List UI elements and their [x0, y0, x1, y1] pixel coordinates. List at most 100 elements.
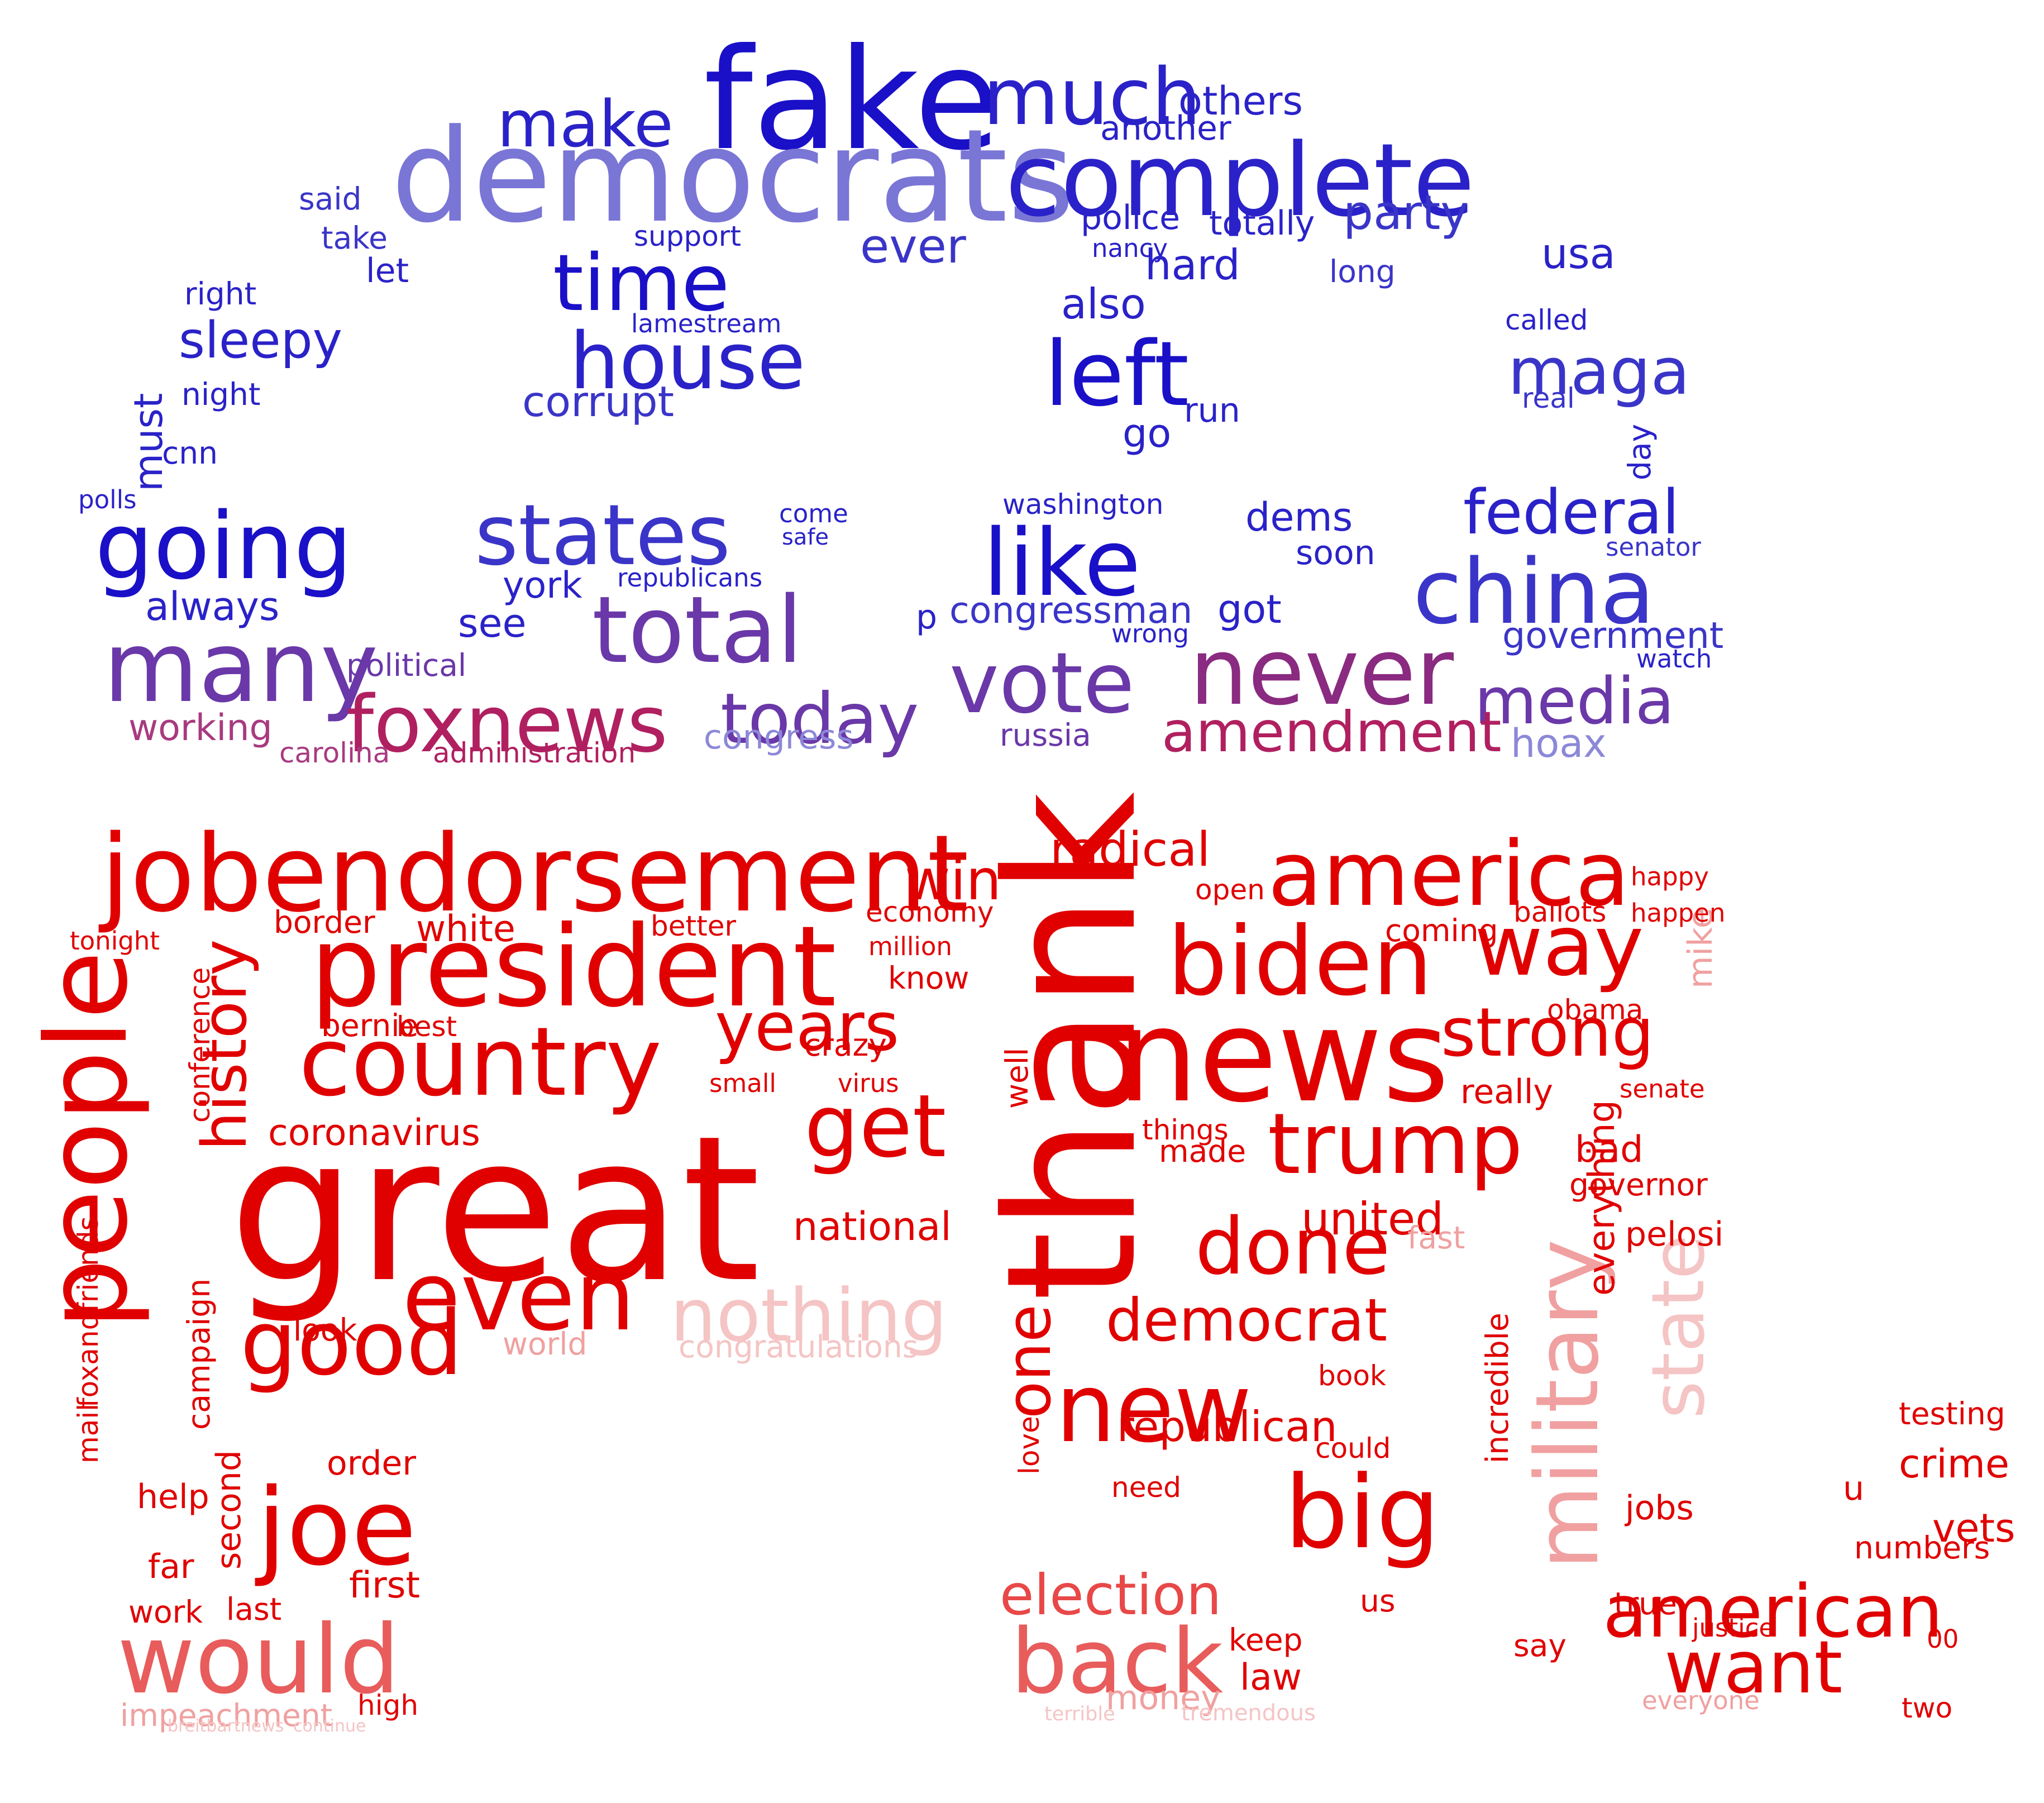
- word-145: mike: [1681, 908, 1720, 989]
- word-156: happen: [1631, 898, 1725, 928]
- word-62: night: [182, 376, 260, 412]
- word-28: media: [1474, 664, 1674, 739]
- word-130: impeachment: [120, 1697, 332, 1733]
- word-174: justice: [1692, 1613, 1774, 1643]
- word-100: would: [117, 1605, 400, 1715]
- word-152: true: [1614, 1586, 1677, 1621]
- word-4: make: [497, 87, 674, 162]
- word-159: love: [1013, 1416, 1045, 1475]
- word-79: biden: [1167, 907, 1432, 1017]
- word-50: support: [634, 220, 741, 252]
- word-17: usa: [1541, 229, 1616, 278]
- word-165: foxandfriends: [72, 1216, 104, 1408]
- word-41: government: [1502, 615, 1723, 657]
- word-47: carolina: [279, 737, 390, 769]
- word-33: must: [126, 393, 171, 492]
- word-102: want: [1664, 1625, 1842, 1710]
- word-119: numbers: [1854, 1530, 1990, 1566]
- word-7: left: [1044, 322, 1189, 426]
- word-21: like: [983, 509, 1141, 617]
- word-8: maga: [1508, 335, 1690, 409]
- word-136: obama: [1547, 994, 1643, 1026]
- word-94: democrat: [1106, 1286, 1387, 1354]
- word-92: nothing: [670, 1273, 947, 1358]
- word-120: testing: [1899, 1396, 2005, 1432]
- word-25: many: [103, 611, 378, 724]
- word-103: american: [1603, 1569, 1943, 1654]
- word-3: much: [983, 52, 1201, 143]
- word-105: coronavirus: [268, 1112, 480, 1154]
- word-16: also: [1061, 279, 1146, 328]
- word-134: us: [1360, 1583, 1396, 1619]
- word-144: made: [1159, 1133, 1246, 1169]
- word-10: others: [1178, 78, 1303, 124]
- word-142: know: [888, 960, 969, 996]
- word-85: win: [905, 847, 1001, 913]
- word-59: take: [321, 220, 388, 256]
- word-171: million: [868, 932, 952, 961]
- word-141: better: [651, 910, 736, 942]
- word-51: washington: [1002, 488, 1163, 521]
- word-99: joe: [255, 1466, 417, 1589]
- word-117: vets: [1932, 1505, 2015, 1551]
- word-14: ever: [860, 219, 966, 274]
- word-106: white: [416, 908, 515, 950]
- word-38: got: [1217, 586, 1282, 632]
- word-108: bernie: [321, 1008, 418, 1043]
- word-52: republicans: [617, 563, 762, 593]
- word-32: corrupt: [522, 377, 674, 426]
- word-149: fast: [1407, 1220, 1465, 1256]
- word-116: crime: [1899, 1441, 2009, 1487]
- word-68: watch: [1636, 644, 1712, 674]
- word-129: campaign: [181, 1279, 217, 1430]
- word-123: second: [209, 1450, 249, 1570]
- word-98: state: [1636, 1235, 1721, 1419]
- word-64: polls: [78, 485, 137, 514]
- word-74: great: [229, 1093, 761, 1327]
- word-146: tonight: [70, 926, 160, 956]
- word-107: border: [274, 904, 375, 940]
- word-9: party: [1343, 185, 1469, 241]
- word-132: keep: [1229, 1622, 1302, 1658]
- word-148: everything: [1581, 1100, 1623, 1296]
- word-88: radical: [1050, 822, 1210, 877]
- word-77: country: [299, 1007, 662, 1118]
- word-170: open: [1195, 874, 1265, 906]
- word-140: economy: [866, 896, 994, 928]
- word-83: strong: [1441, 994, 1654, 1072]
- word-19: going: [95, 493, 352, 600]
- word-29: foxnews: [346, 679, 668, 770]
- word-164: mail: [72, 1404, 104, 1463]
- word-169: coming: [1385, 913, 1498, 948]
- word-125: far: [148, 1547, 194, 1586]
- word-91: good: [240, 1291, 463, 1395]
- word-96: big: [1284, 1454, 1440, 1571]
- word-157: could: [1315, 1432, 1391, 1465]
- word-82: way: [1474, 898, 1644, 995]
- word-122: order: [327, 1444, 416, 1483]
- word-133: law: [1240, 1657, 1302, 1699]
- word-176: tremendous: [1181, 1700, 1316, 1726]
- word-69: p: [916, 598, 937, 637]
- word-45: congress: [704, 718, 854, 757]
- word-161: need: [1111, 1471, 1181, 1504]
- word-153: 00: [1927, 1624, 1959, 1654]
- word-104: election: [1000, 1562, 1221, 1628]
- word-0: fake: [704, 18, 1000, 181]
- word-18: sleepy: [179, 311, 342, 370]
- word-151: say: [1513, 1628, 1567, 1663]
- word-42: working: [128, 707, 273, 749]
- word-109: best: [397, 1010, 457, 1043]
- word-37: congressman: [949, 590, 1192, 632]
- word-48: hoax: [1511, 721, 1607, 766]
- word-168: senate: [1620, 1074, 1705, 1104]
- word-112: world: [503, 1326, 587, 1362]
- word-76: president: [310, 902, 837, 1032]
- word-12: police: [1081, 198, 1180, 237]
- word-23: china: [1413, 540, 1655, 644]
- word-67: senator: [1606, 532, 1701, 562]
- word-22: federal: [1463, 476, 1679, 548]
- word-139: governor: [1569, 1167, 1708, 1203]
- word-54: run: [1184, 391, 1240, 430]
